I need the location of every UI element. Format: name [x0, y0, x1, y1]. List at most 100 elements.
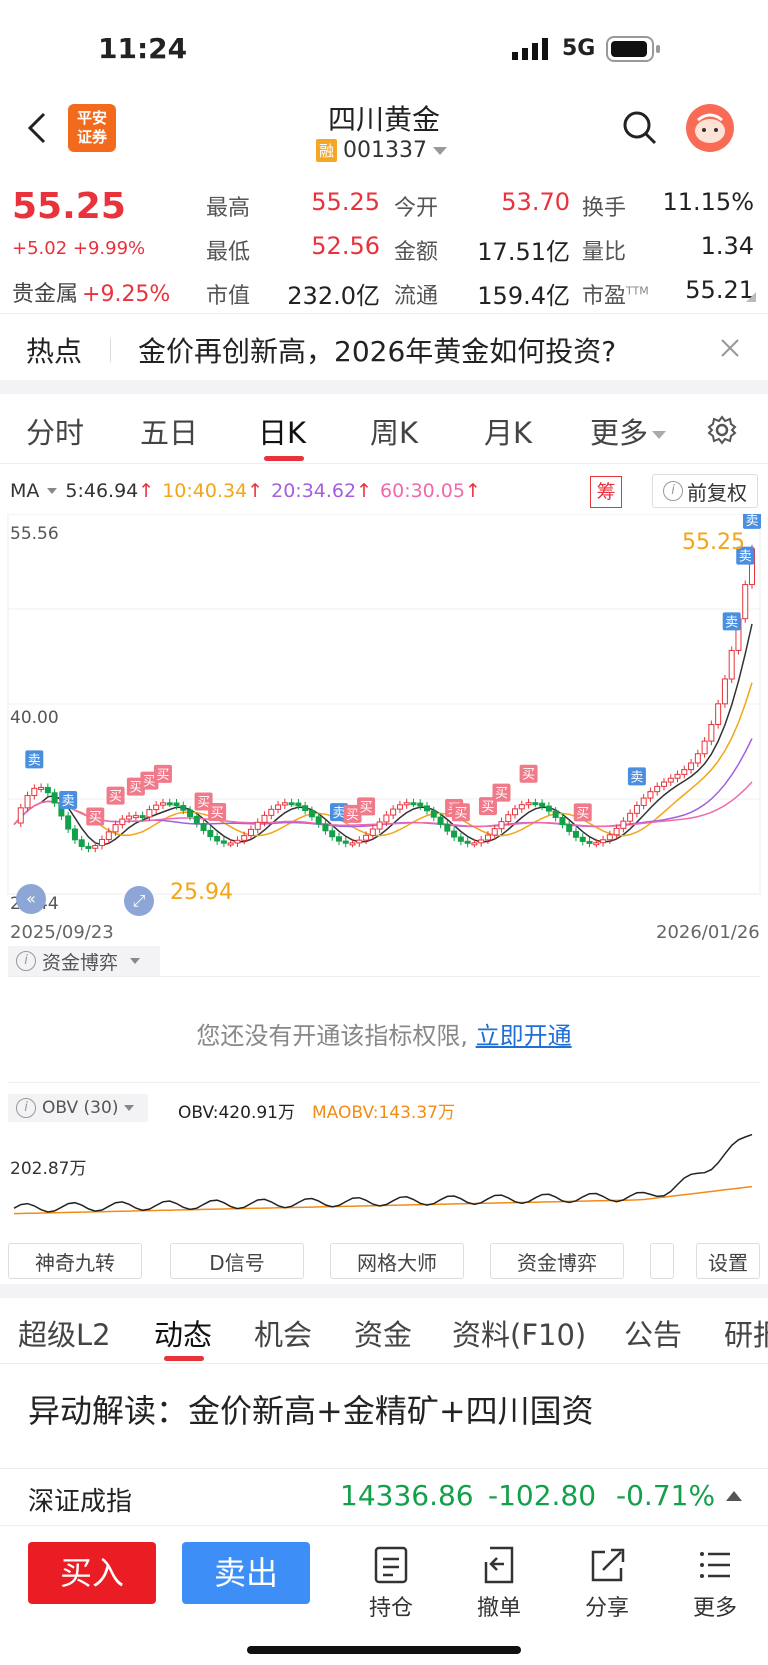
ma-lines: [13, 623, 753, 846]
candle-body: [376, 821, 383, 830]
positions-button[interactable]: 持仓: [356, 1546, 426, 1622]
svg-text:卖: 卖: [62, 794, 75, 809]
svg-text:卖: 卖: [28, 753, 41, 768]
candle-body: [681, 769, 688, 775]
tab-more[interactable]: 更多: [590, 410, 667, 452]
tab-capital[interactable]: 资金: [354, 1318, 413, 1352]
tab-news[interactable]: 动态: [154, 1318, 213, 1352]
sell-marker: 卖: [743, 514, 761, 529]
signal-icon: [512, 38, 552, 60]
candle-body: [153, 804, 160, 811]
high-value: 55.25: [311, 188, 380, 216]
candle-body: [484, 834, 491, 841]
candle-body: [491, 828, 498, 836]
status-bar: 11:24 5G: [0, 0, 768, 100]
back-icon[interactable]: [22, 110, 52, 146]
index-ticker[interactable]: 深证成指 14336.86 -102.80 -0.71%: [0, 1468, 768, 1524]
tab-five-day[interactable]: 五日: [140, 416, 199, 450]
ma-legend[interactable]: MA 5:46.94↑ 10:40.34↑ 20:34.62↑ 60:30.05…: [10, 480, 481, 502]
tab-daily-k[interactable]: 日K: [258, 416, 307, 450]
chart-grid: [7, 514, 761, 895]
candle-body: [478, 839, 485, 844]
chip-d-signal[interactable]: D信号: [170, 1243, 304, 1279]
obv-indicator-selector[interactable]: i OBV (30): [8, 1094, 148, 1122]
buy-button[interactable]: 买入: [28, 1542, 156, 1604]
tab-super-l2[interactable]: 超级L2: [18, 1318, 111, 1352]
candle-body: [220, 840, 227, 844]
chip-distribution-button[interactable]: 筹: [590, 476, 622, 508]
buy-marker: 买: [519, 764, 538, 783]
hot-topic-bar[interactable]: 热点 金价再创新高，2026年黄金如何投资?: [0, 318, 768, 380]
candle-body: [112, 824, 119, 833]
indicator-chips: 神奇九转 D信号 网格大师 资金博弈 设置: [0, 1243, 768, 1283]
svg-text:买: 买: [360, 800, 373, 815]
candle-body: [539, 802, 546, 807]
gear-icon[interactable]: [706, 414, 738, 450]
candle-body: [457, 836, 464, 842]
tab-announcement[interactable]: 公告: [624, 1318, 683, 1352]
cancel-order-button[interactable]: 撤单: [464, 1546, 534, 1622]
close-icon[interactable]: [720, 338, 740, 362]
candle-body: [356, 839, 363, 844]
tab-monthly-k[interactable]: 月K: [484, 416, 533, 450]
collapse-left-icon[interactable]: «: [16, 884, 46, 914]
svg-text:卖: 卖: [630, 770, 643, 785]
tab-active-indicator: [164, 1356, 204, 1361]
candle-body: [308, 810, 315, 818]
svg-text:买: 买: [109, 790, 122, 805]
tab-opportunity[interactable]: 机会: [254, 1318, 313, 1352]
candle-body: [620, 820, 627, 829]
fund-divider: [8, 976, 760, 977]
sector-change[interactable]: 贵金属 +9.25%: [12, 282, 171, 307]
chevron-up-icon[interactable]: [726, 1491, 742, 1501]
candle-body: [78, 839, 85, 847]
chevron-down-icon: [130, 958, 141, 964]
tab-active-indicator: [264, 456, 304, 461]
corner-triangle-icon: [746, 292, 756, 302]
tab-f10[interactable]: 资料(F10): [452, 1318, 587, 1352]
svg-text:买: 买: [211, 806, 224, 821]
tab-research[interactable]: 研报: [724, 1318, 768, 1352]
stock-code-selector[interactable]: 融 001337: [316, 138, 447, 163]
candle-body: [437, 816, 444, 825]
candle-body: [227, 842, 234, 846]
hot-label: 热点: [26, 335, 83, 368]
ma20-value: 20:34.62↑: [271, 480, 373, 502]
candle-body: [464, 840, 471, 844]
candle-body: [390, 808, 397, 816]
chip-shenqi[interactable]: 神奇九转: [8, 1243, 142, 1279]
open-permission-link[interactable]: 立即开通: [475, 1022, 572, 1050]
chevron-down-icon: [47, 488, 58, 494]
chip-fund-game[interactable]: 资金博弈: [490, 1243, 624, 1279]
adjust-selector[interactable]: i 前复权: [652, 474, 758, 508]
news-headline[interactable]: 异动解读：金价新高+金精矿+四川国资: [28, 1392, 594, 1430]
chip-partial[interactable]: [650, 1243, 674, 1279]
expand-icon[interactable]: ⤢: [124, 886, 154, 916]
share-button[interactable]: 分享: [572, 1546, 642, 1622]
hot-text: 金价再创新高，2026年黄金如何投资?: [138, 335, 617, 368]
chip-settings[interactable]: 设置: [696, 1243, 760, 1279]
svg-text:买: 买: [346, 808, 359, 823]
stock-header: 平安 证券 四川黄金 融 001337: [0, 96, 768, 176]
candle-body: [559, 816, 566, 826]
candle-body: [71, 828, 78, 841]
candle-body: [593, 842, 600, 846]
candlestick-chart[interactable]: 卖卖买买买买买买买卖买买买买买买买买卖卖卖卖: [0, 514, 768, 904]
low-label: 最低: [206, 240, 251, 265]
tab-intraday[interactable]: 分时: [26, 416, 85, 450]
fund-indicator-selector[interactable]: i 资金博弈: [8, 946, 160, 976]
candle-body: [349, 842, 356, 846]
more-button[interactable]: 更多: [680, 1546, 750, 1622]
buy-marker: 买: [208, 802, 227, 821]
candle-body: [613, 827, 620, 836]
tab-weekly-k[interactable]: 周K: [370, 416, 419, 450]
avatar[interactable]: [686, 104, 734, 152]
search-icon[interactable]: [622, 110, 658, 150]
candle-body: [383, 814, 390, 823]
chip-grid-master[interactable]: 网格大师: [330, 1243, 464, 1279]
candle-body: [396, 804, 403, 810]
candle-body: [640, 797, 647, 806]
svg-text:买: 买: [197, 795, 210, 810]
sell-button[interactable]: 卖出: [182, 1542, 310, 1604]
obv-axis-label: 202.87万: [10, 1159, 87, 1179]
